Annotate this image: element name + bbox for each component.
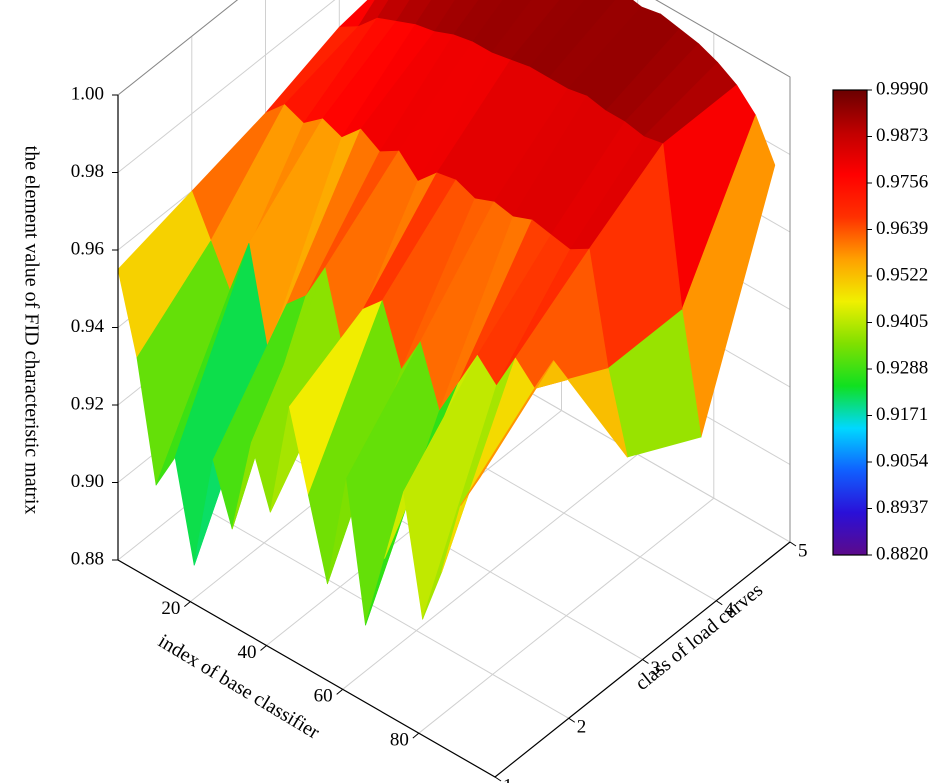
x-tick bbox=[184, 601, 191, 608]
y-tick-label: 1 bbox=[503, 775, 513, 783]
y-tick-label: 4 bbox=[724, 599, 734, 620]
z-axis-label: the element value of FID characteristic … bbox=[20, 146, 42, 515]
y-tick bbox=[789, 541, 797, 547]
colorbar-tick-label: 0.9639 bbox=[876, 218, 928, 239]
y-tick bbox=[494, 776, 502, 782]
x-tick bbox=[336, 688, 343, 695]
y-tick-label: 2 bbox=[577, 717, 587, 738]
surface-cell bbox=[460, 360, 554, 506]
x-tick-label: 80 bbox=[390, 730, 409, 751]
back-frame bbox=[117, 0, 791, 542]
colorbar-tick-label: 0.9522 bbox=[876, 264, 928, 285]
colorbar-tick-label: 0.9990 bbox=[876, 78, 928, 99]
y-tick-label: 3 bbox=[651, 658, 661, 679]
y-tick bbox=[568, 717, 576, 723]
colorbar-tick-label: 0.9288 bbox=[876, 357, 928, 378]
z-tick-label: 0.92 bbox=[71, 393, 104, 414]
z-tick-label: 1.00 bbox=[71, 83, 104, 104]
y-tick bbox=[642, 659, 649, 664]
colorbar-tick-label: 0.9756 bbox=[876, 171, 928, 192]
x-tick-label: 20 bbox=[161, 598, 180, 619]
y-tick bbox=[715, 600, 723, 606]
colorbar-tick-label: 0.9873 bbox=[876, 125, 928, 146]
colorbar-tick-label: 0.8820 bbox=[876, 543, 928, 564]
colorbar-tick-label: 0.9171 bbox=[876, 404, 928, 425]
z-tick-label: 0.94 bbox=[71, 316, 105, 337]
colorbar bbox=[832, 89, 868, 556]
colorbar-tick-label: 0.9054 bbox=[876, 450, 929, 471]
z-tick-label: 0.88 bbox=[71, 548, 104, 569]
z-tick-label: 0.96 bbox=[71, 238, 104, 259]
x-tick bbox=[412, 732, 420, 739]
colorbar-tick-label: 0.8937 bbox=[876, 497, 928, 518]
z-tick-label: 0.98 bbox=[71, 161, 104, 182]
x-tick bbox=[260, 645, 267, 651]
x-tick-label: 40 bbox=[238, 642, 257, 663]
x-tick-label: 60 bbox=[314, 686, 333, 707]
z-tick-label: 0.90 bbox=[71, 471, 104, 492]
y-tick-label: 5 bbox=[798, 540, 808, 561]
colorbar-tick-label: 0.9405 bbox=[876, 311, 928, 332]
